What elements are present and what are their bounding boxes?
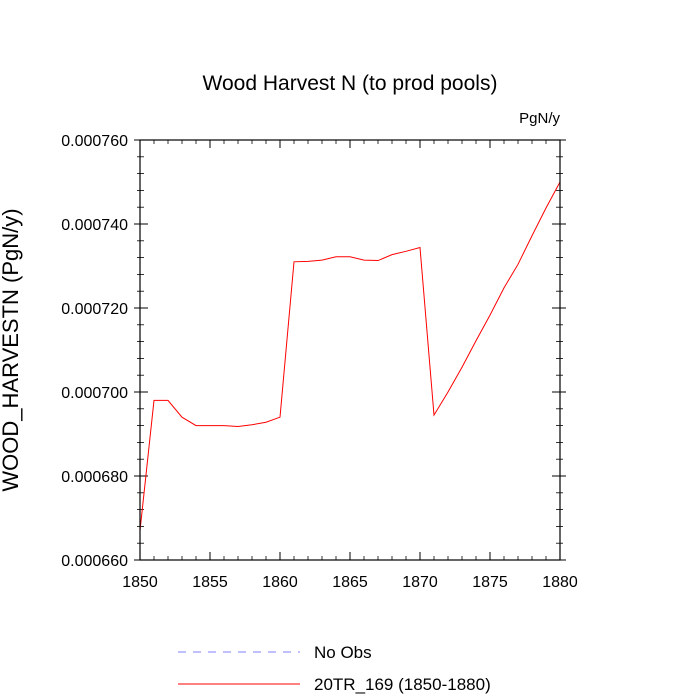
tick-marks bbox=[134, 139, 566, 561]
units-label: PgN/y bbox=[519, 110, 560, 127]
y-axis-label: WOOD_HARVESTN (PgN/y) bbox=[0, 208, 23, 491]
x-tick-label: 1855 bbox=[192, 574, 228, 591]
y-tick-label: 0.000720 bbox=[61, 301, 128, 318]
legend-label-0: No Obs bbox=[314, 643, 372, 662]
x-tick-label: 1860 bbox=[262, 574, 298, 591]
y-tick-label: 0.000680 bbox=[61, 469, 128, 486]
x-tick-label: 1865 bbox=[332, 574, 368, 591]
y-tick-label: 0.000740 bbox=[61, 217, 128, 234]
x-tick-label: 1880 bbox=[542, 574, 578, 591]
tick-labels: 1850 1855 1860 1865 1870 1875 1880 0.000660 0.00… bbox=[61, 133, 578, 591]
series-line-1 bbox=[139, 181, 561, 531]
plot-frame bbox=[139, 139, 561, 561]
y-tick-label: 0.000760 bbox=[61, 133, 128, 150]
y-tick-label: 0.000700 bbox=[61, 385, 128, 402]
x-tick-label: 1875 bbox=[472, 574, 508, 591]
y-tick-label: 0.000660 bbox=[61, 553, 128, 570]
legend-label-1: 20TR_169 (1850-1880) bbox=[314, 675, 491, 694]
legend: No Obs 20TR_169 (1850-1880) bbox=[178, 643, 491, 694]
series-lines bbox=[139, 181, 561, 531]
x-tick-label: 1850 bbox=[122, 574, 158, 591]
chart-title: Wood Harvest N (to prod pools) bbox=[203, 72, 498, 95]
x-tick-label: 1870 bbox=[402, 574, 438, 591]
